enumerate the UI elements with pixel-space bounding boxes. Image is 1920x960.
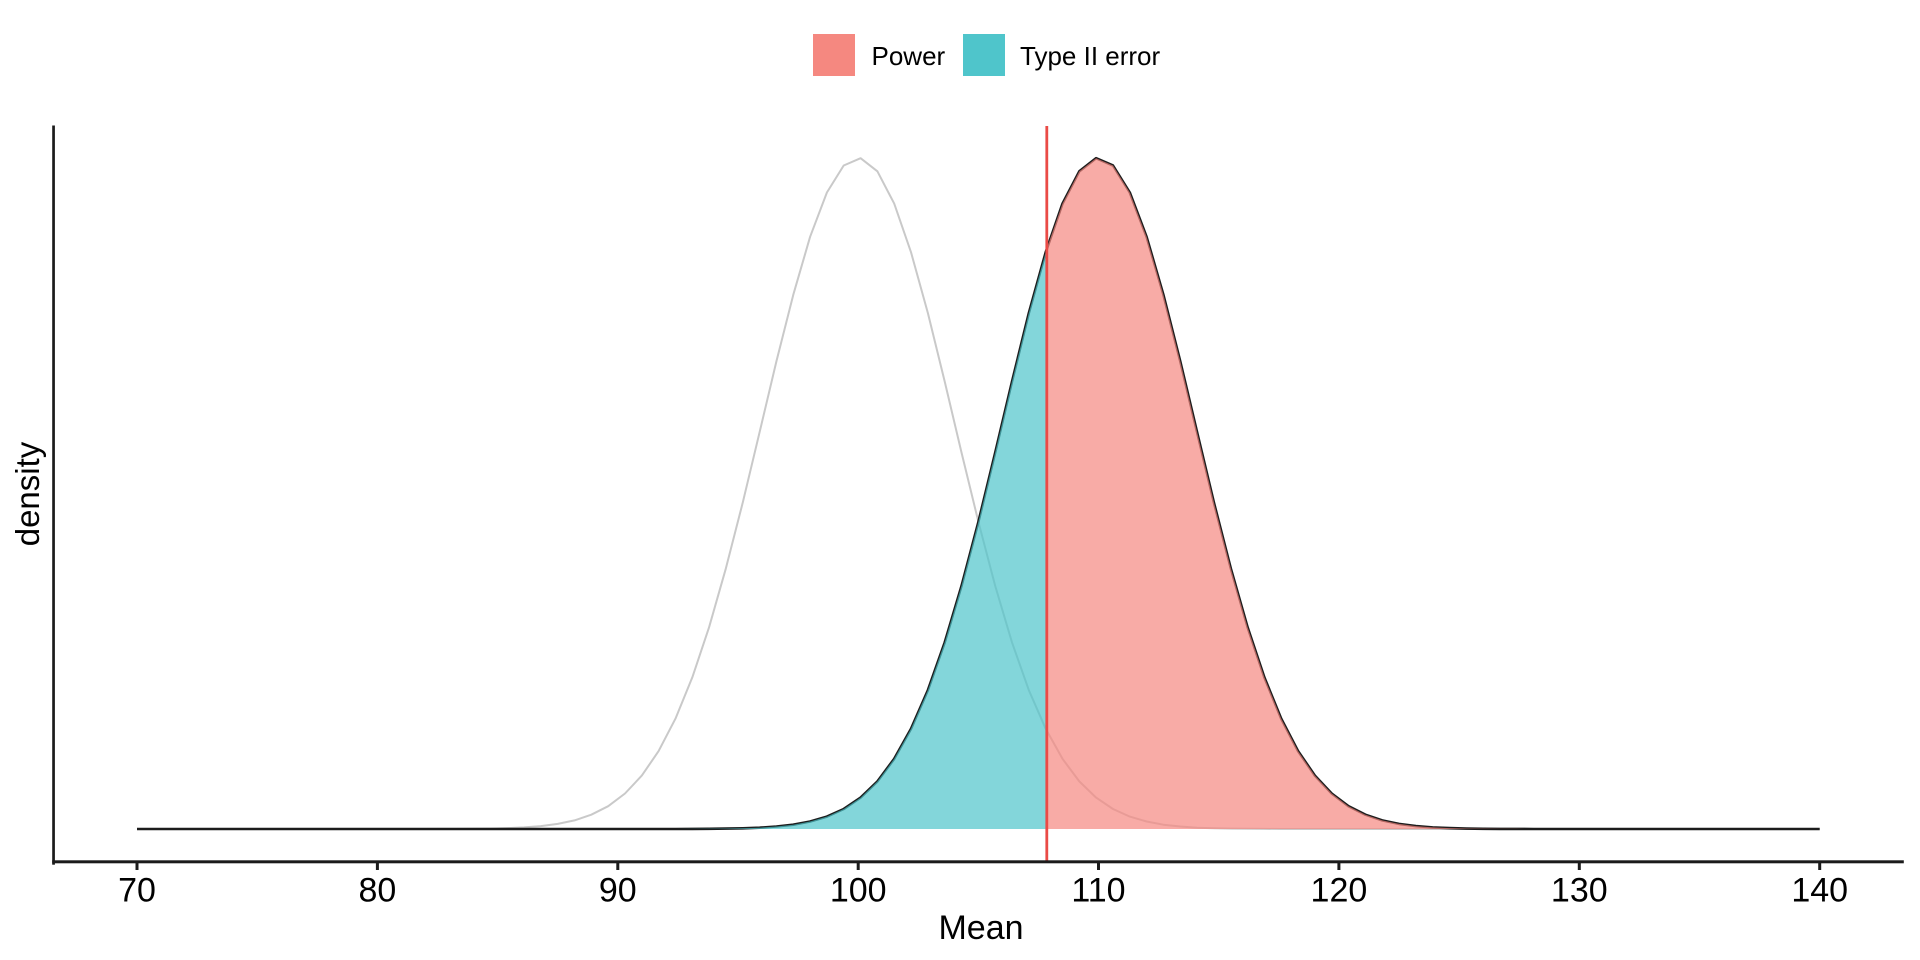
svg-text:Mean: Mean: [938, 909, 1023, 947]
svg-text:100: 100: [830, 872, 887, 910]
svg-text:Type II error: Type II error: [1020, 41, 1160, 71]
svg-text:110: 110: [1071, 872, 1125, 910]
svg-text:130: 130: [1551, 872, 1608, 910]
svg-text:120: 120: [1311, 872, 1368, 910]
svg-text:density: density: [9, 441, 46, 546]
svg-text:70: 70: [118, 872, 156, 910]
svg-text:140: 140: [1791, 872, 1848, 910]
svg-text:80: 80: [358, 872, 396, 910]
svg-text:Power: Power: [872, 41, 946, 71]
svg-text:90: 90: [599, 872, 637, 910]
